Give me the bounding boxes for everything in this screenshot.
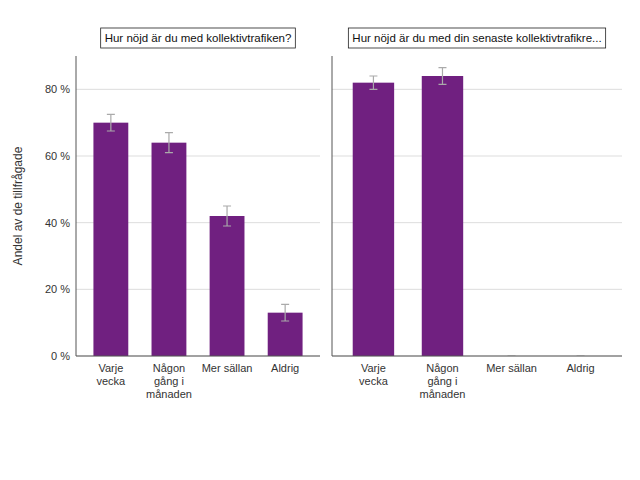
bars [353, 68, 585, 356]
grid-line [332, 356, 622, 357]
bar [422, 76, 463, 356]
error-bar [438, 68, 446, 85]
x-tick-label-line: Varje [361, 362, 386, 374]
x-tick-label: Mer sällan [486, 362, 537, 374]
error-bar [107, 114, 115, 131]
error-bar-path [165, 133, 173, 153]
y-axis-label: Andel av de tillfrågade [11, 146, 25, 265]
x-axis-line [76, 356, 320, 357]
x-tick-label-line: vecka [359, 375, 389, 387]
error-bar [369, 76, 377, 89]
x-tick-label: Någongång imånaden [420, 362, 466, 400]
y-tick-label: 20 % [45, 283, 70, 295]
y-tick-label: 80 % [45, 83, 70, 95]
y-tick-label: 0 % [51, 350, 70, 362]
x-tick-label-line: Mer sällan [202, 362, 253, 374]
x-tick-label-line: gång i [427, 375, 457, 387]
x-axis-line [332, 356, 622, 357]
bar [152, 143, 187, 356]
bar [210, 216, 245, 356]
x-tick-label-line: Någon [153, 362, 185, 374]
error-bar-path [107, 114, 115, 131]
x-tick-label: Aldrig [567, 362, 595, 374]
grid-line [76, 89, 320, 90]
title-box [348, 28, 605, 48]
y-tick-label: 60 % [45, 150, 70, 162]
x-tick-label-line: månaden [146, 388, 192, 400]
title-group: Hur nöjd är du med kollektivtrafiken? [101, 28, 296, 48]
chart-svg: 0 %20 %40 %60 %80 %VarjeveckaNågongång i… [0, 0, 640, 480]
x-tick-label: Aldrig [271, 362, 299, 374]
x-tick-label-line: Varje [98, 362, 123, 374]
title: Hur nöjd är du med din senaste kollektiv… [352, 32, 601, 44]
error-bar-path [369, 76, 377, 89]
title: Hur nöjd är du med kollektivtrafiken? [105, 32, 292, 44]
chart-container: 0 %20 %40 %60 %80 %VarjeveckaNågongång i… [0, 0, 640, 480]
x-tick-label-line: månaden [420, 388, 466, 400]
bar [353, 83, 394, 356]
x-tick-label-line: Någon [426, 362, 458, 374]
background [0, 0, 640, 480]
error-bar [165, 133, 173, 153]
x-tick-label-line: gång i [154, 375, 184, 387]
panel: 0 % 20 % 40 % 60 % 80 % Varjevecka Någongång i… [11, 28, 320, 400]
x-tick-label-line: vecka [96, 375, 126, 387]
x-tick-label-line: Aldrig [567, 362, 595, 374]
x-tick-label: Mer sällan [202, 362, 253, 374]
panel: Varjevecka Någongång imånaden Mer sällan Al… [332, 28, 622, 400]
y-axis-line [76, 56, 77, 356]
title-box [101, 28, 296, 48]
error-bar [223, 206, 231, 226]
error-bar-path [281, 304, 289, 321]
y-axis-line [332, 56, 333, 356]
x-tick-label: Någongång imånaden [146, 362, 192, 400]
bars [93, 114, 302, 356]
x-tick-label: Varjevecka [359, 362, 389, 387]
x-tick-label: Varjevecka [96, 362, 126, 387]
error-bar [281, 304, 289, 321]
x-tick-label-line: Aldrig [271, 362, 299, 374]
title-group: Hur nöjd är du med din senaste kollektiv… [348, 28, 605, 48]
grid-line [76, 356, 320, 357]
error-bar-path [223, 206, 231, 226]
y-tick-label: 40 % [45, 217, 70, 229]
x-tick-label-line: Mer sällan [486, 362, 537, 374]
error-bar-path [438, 68, 446, 85]
bar [93, 123, 128, 356]
